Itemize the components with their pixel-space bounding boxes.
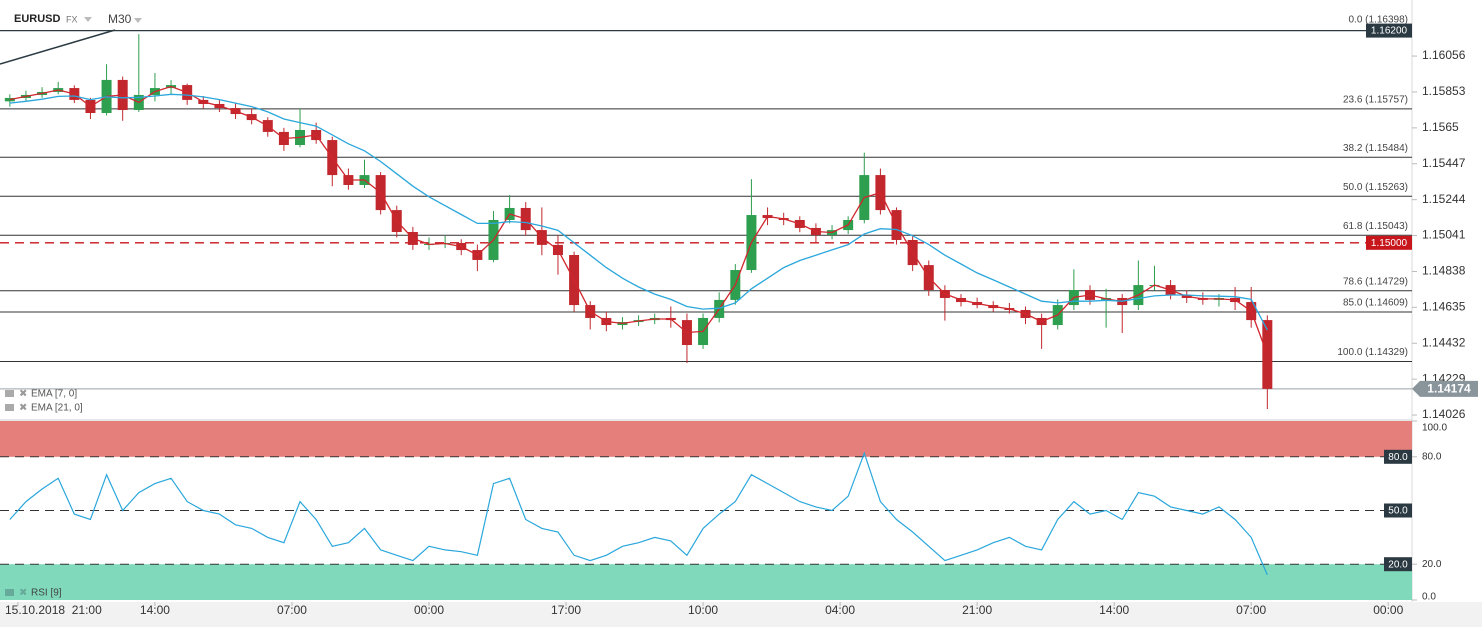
candle-body xyxy=(1262,320,1273,389)
y-tick-label: 1.15447 xyxy=(1422,156,1466,170)
y-tick-label: 1.14026 xyxy=(1422,407,1466,421)
indicator-menu-icon[interactable] xyxy=(5,404,14,411)
trend-line xyxy=(0,29,116,65)
fib-level-label: 38.2 (1.15484) xyxy=(1343,143,1408,154)
rsi-level-badge xyxy=(1384,449,1412,464)
indicator-menu-icon[interactable] xyxy=(5,390,14,397)
indicator-close-icon[interactable]: ✖ xyxy=(19,588,27,599)
dropdown-icon[interactable] xyxy=(134,18,142,23)
x-tick-label: 07:00 xyxy=(1236,603,1266,617)
rsi-label: RSI [9] xyxy=(31,588,62,599)
rsi-level-badge xyxy=(1384,503,1412,518)
y-tick-label: 1.14838 xyxy=(1422,264,1466,278)
rsi-level-badge xyxy=(1384,557,1412,572)
x-tick-label: 10:00 xyxy=(688,603,718,617)
dropdown-icon[interactable] xyxy=(84,17,92,22)
rsi-panel xyxy=(0,421,1412,600)
y-tick-label: 1.15853 xyxy=(1422,84,1466,98)
indicator-label: EMA [7, 0] xyxy=(31,389,77,400)
x-tick-label: 00:00 xyxy=(1373,603,1403,617)
x-tick-label: 21:00 xyxy=(962,603,992,617)
header: EURUSD FX M30 xyxy=(14,12,142,26)
rsi-tick-label: 0.0 xyxy=(1422,592,1436,603)
indicator-label: EMA [21, 0] xyxy=(31,403,83,414)
market: FX xyxy=(66,14,78,24)
x-tick-label: 17:00 xyxy=(551,603,581,617)
y-tick-label: 1.1565 xyxy=(1422,120,1459,134)
y-tick-label: 1.15244 xyxy=(1422,192,1466,206)
price-line-badge xyxy=(1366,23,1412,38)
rsi-zone xyxy=(0,421,1412,457)
fib-level-label: 0.0 (1.16398) xyxy=(1349,15,1409,26)
rsi-level-label: 20.0 xyxy=(1388,559,1408,570)
x-tick-label: 14:00 xyxy=(1099,603,1129,617)
price-line-label: 1.15000 xyxy=(1371,238,1408,249)
y-tick-label: 1.16056 xyxy=(1422,48,1466,62)
y-tick-label: 1.14432 xyxy=(1422,335,1466,349)
fib-level-label: 78.6 (1.14729) xyxy=(1343,276,1408,287)
current-price-label: 1.14174 xyxy=(1427,382,1471,396)
x-tick-label: 15.10.2018 21:00 xyxy=(5,603,102,617)
y-tick-label: 1.15041 xyxy=(1422,228,1466,242)
indicator-menu-icon[interactable] xyxy=(5,589,14,596)
time-axis-strip xyxy=(0,602,1482,627)
fib-level-label: 100.0 (1.14329) xyxy=(1337,347,1408,358)
indicator-close-icon[interactable]: ✖ xyxy=(19,389,27,400)
price-line-badge xyxy=(1366,235,1412,250)
rsi-line xyxy=(9,451,1268,576)
rsi-tick-label: 80.0 xyxy=(1422,451,1442,462)
x-tick-label: 04:00 xyxy=(825,603,855,617)
fib-level-label: 23.6 (1.15757) xyxy=(1343,95,1408,106)
rsi-tick-label: 20.0 xyxy=(1422,559,1442,570)
rsi-level-label: 80.0 xyxy=(1388,452,1408,463)
x-tick-label: 07:00 xyxy=(277,603,307,617)
y-tick-label: 1.14635 xyxy=(1422,300,1466,314)
timeframe[interactable]: M30 xyxy=(108,12,132,26)
rsi-zone xyxy=(0,564,1412,600)
price-line-label: 1.16200 xyxy=(1371,26,1408,37)
ema-line xyxy=(9,93,1268,331)
ema-line xyxy=(9,85,1268,355)
x-tick-label: 14:00 xyxy=(140,603,170,617)
x-tick-label: 00:00 xyxy=(414,603,444,617)
fib-level-label: 85.0 (1.14609) xyxy=(1343,298,1408,309)
axes: 1.16056 1.15853 1.1565 1.15447 1.15244 1.1504… xyxy=(0,15,1478,617)
fib-level-label: 61.8 (1.15043) xyxy=(1343,221,1408,232)
price-panel xyxy=(0,29,1412,410)
rsi-level-label: 50.0 xyxy=(1388,506,1408,517)
fib-level-label: 50.0 (1.15263) xyxy=(1343,182,1408,193)
current-price-badge xyxy=(1412,380,1478,397)
symbol[interactable]: EURUSD xyxy=(14,13,61,25)
rsi-tick-label: 100.0 xyxy=(1422,423,1447,434)
indicator-close-icon[interactable]: ✖ xyxy=(19,403,27,414)
